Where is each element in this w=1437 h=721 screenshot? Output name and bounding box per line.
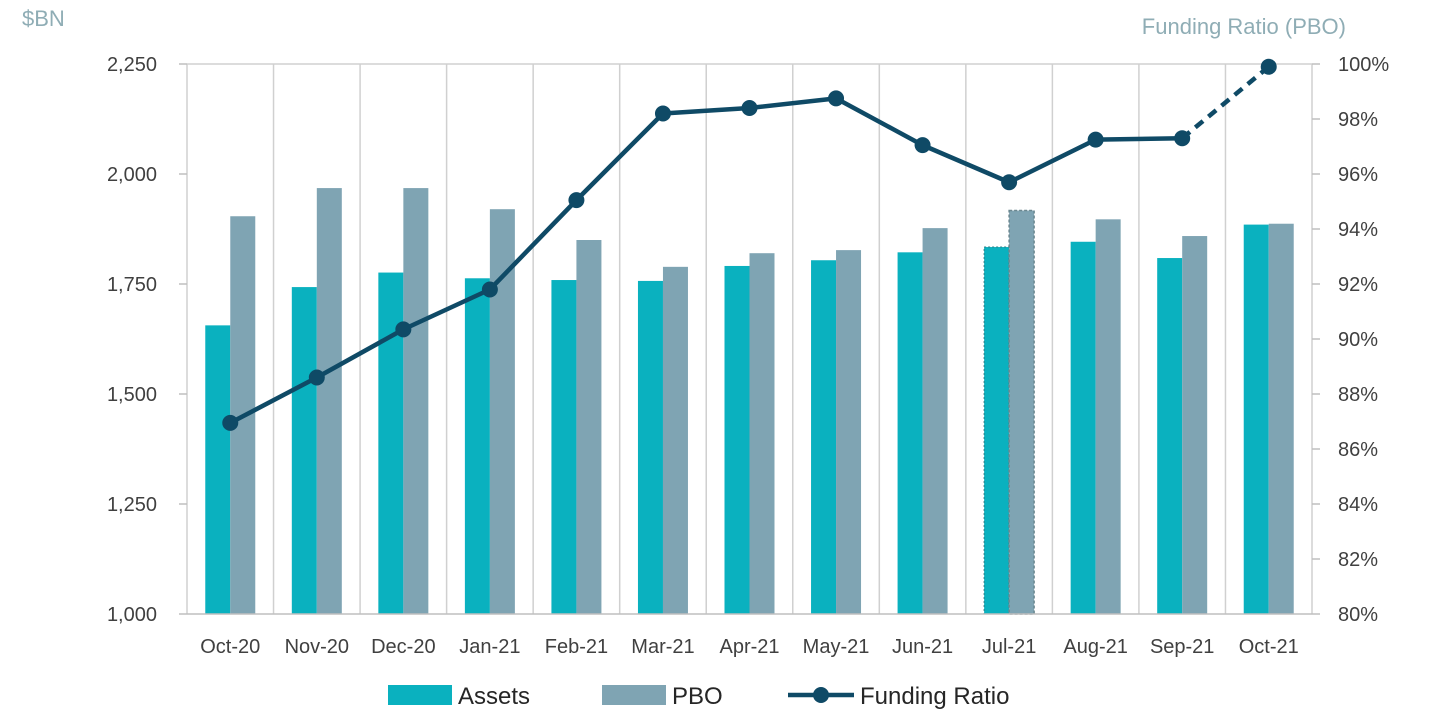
x-tick-label: Feb-21 xyxy=(545,636,608,658)
assets-bar xyxy=(1157,258,1183,614)
funding-ratio-marker xyxy=(481,281,498,298)
assets-bar xyxy=(1070,241,1096,614)
pbo-bar xyxy=(1095,219,1121,614)
funding-ratio-marker xyxy=(222,414,239,431)
funding-ratio-marker xyxy=(828,90,845,107)
assets-bar xyxy=(811,260,837,614)
right-tick-label: 88% xyxy=(1338,384,1378,406)
assets-bar xyxy=(205,325,231,614)
x-tick-label: May-21 xyxy=(803,636,870,658)
x-tick-label: Oct-21 xyxy=(1239,636,1299,658)
assets-bar xyxy=(983,246,1010,615)
pbo-bar xyxy=(1008,209,1035,615)
x-tick-label: Sep-21 xyxy=(1150,636,1215,658)
assets-bar xyxy=(291,287,317,614)
legend-pbo-label: PBO xyxy=(672,683,723,710)
x-tick-label: Jul-21 xyxy=(982,636,1036,658)
x-tick-label: Jun-21 xyxy=(892,636,953,658)
x-tick-label: Oct-20 xyxy=(200,636,260,658)
funding-ratio-marker xyxy=(1001,174,1018,191)
assets-bar xyxy=(637,280,663,614)
funding-ratio-marker xyxy=(741,100,758,116)
legend-assets-swatch xyxy=(388,685,452,705)
left-tick-label: 1,500 xyxy=(107,384,157,406)
legend-funding-ratio-label: Funding Ratio xyxy=(860,683,1009,710)
pbo-bar xyxy=(836,250,862,614)
pbo-bar xyxy=(749,253,775,614)
right-tick-label: 86% xyxy=(1338,439,1378,461)
x-axis-ticks: Oct-20 Nov-20 Dec-20 Jan-21 Feb-21 Mar-21 Apr-… xyxy=(200,636,1298,658)
x-tick-label: Dec-20 xyxy=(371,636,435,658)
funding-ratio-line-dashed xyxy=(1180,65,1271,140)
x-tick-label: Mar-21 xyxy=(631,636,694,658)
right-tick-label: 96% xyxy=(1338,164,1378,186)
assets-bar xyxy=(1243,224,1269,614)
funding-ratio-marker xyxy=(914,137,931,154)
legend-pbo-swatch xyxy=(602,685,666,705)
legend: Assets PBO Funding Ratio xyxy=(388,683,1009,710)
funding-ratio-marker xyxy=(1174,130,1191,147)
right-tick-label: 80% xyxy=(1338,604,1378,626)
right-tick-label: 92% xyxy=(1338,274,1378,296)
x-tick-label: Jan-21 xyxy=(459,636,520,658)
pbo-bar xyxy=(316,188,342,614)
left-tick-label: 1,250 xyxy=(107,494,157,516)
left-tick-label: 2,250 xyxy=(107,54,157,76)
x-tick-label: Aug-21 xyxy=(1063,636,1128,658)
funding-ratio-marker xyxy=(1087,131,1104,148)
right-tick-label: 84% xyxy=(1338,494,1378,516)
legend-funding-ratio-marker xyxy=(813,687,829,703)
left-axis-ticks: 1,000 1,250 1,500 1,750 2,000 2,250 xyxy=(107,54,187,626)
funding-ratio-line-solid xyxy=(229,96,1183,425)
assets-bar xyxy=(897,252,923,614)
left-tick-label: 2,000 xyxy=(107,164,157,186)
left-tick-label: 1,000 xyxy=(107,604,157,626)
pbo-bar xyxy=(662,266,688,614)
funding-ratio-marker xyxy=(654,105,671,122)
bars xyxy=(205,188,1294,615)
x-tick-label: Nov-20 xyxy=(285,636,349,658)
pbo-bar xyxy=(1268,223,1294,614)
right-tick-label: 98% xyxy=(1338,109,1378,131)
right-tick-label: 90% xyxy=(1338,329,1378,351)
funding-ratio-marker xyxy=(395,321,412,338)
right-tick-label: 94% xyxy=(1338,219,1378,241)
pbo-bar xyxy=(1182,236,1208,615)
left-axis-unit: $BN xyxy=(22,6,65,31)
pbo-bar xyxy=(403,188,429,614)
right-tick-label: 82% xyxy=(1338,549,1378,571)
x-tick-label: Apr-21 xyxy=(719,636,779,658)
legend-assets-label: Assets xyxy=(458,683,530,710)
right-tick-label: 100% xyxy=(1338,54,1389,76)
funding-ratio-line xyxy=(222,58,1277,431)
left-tick-label: 1,750 xyxy=(107,274,157,296)
right-axis-ticks: 80% 82% 84% 86% 88% 90% 92% 94% 96% 98% 100% xyxy=(1312,54,1389,626)
assets-bar xyxy=(464,278,490,614)
funding-ratio-marker xyxy=(1260,58,1277,75)
pbo-bar xyxy=(922,228,948,614)
right-axis-title: Funding Ratio (PBO) xyxy=(1142,14,1346,39)
funding-ratio-marker xyxy=(308,369,325,386)
assets-bar xyxy=(724,265,750,614)
pbo-bar xyxy=(576,240,602,614)
funding-ratio-marker xyxy=(568,192,585,209)
assets-bar xyxy=(551,280,577,614)
